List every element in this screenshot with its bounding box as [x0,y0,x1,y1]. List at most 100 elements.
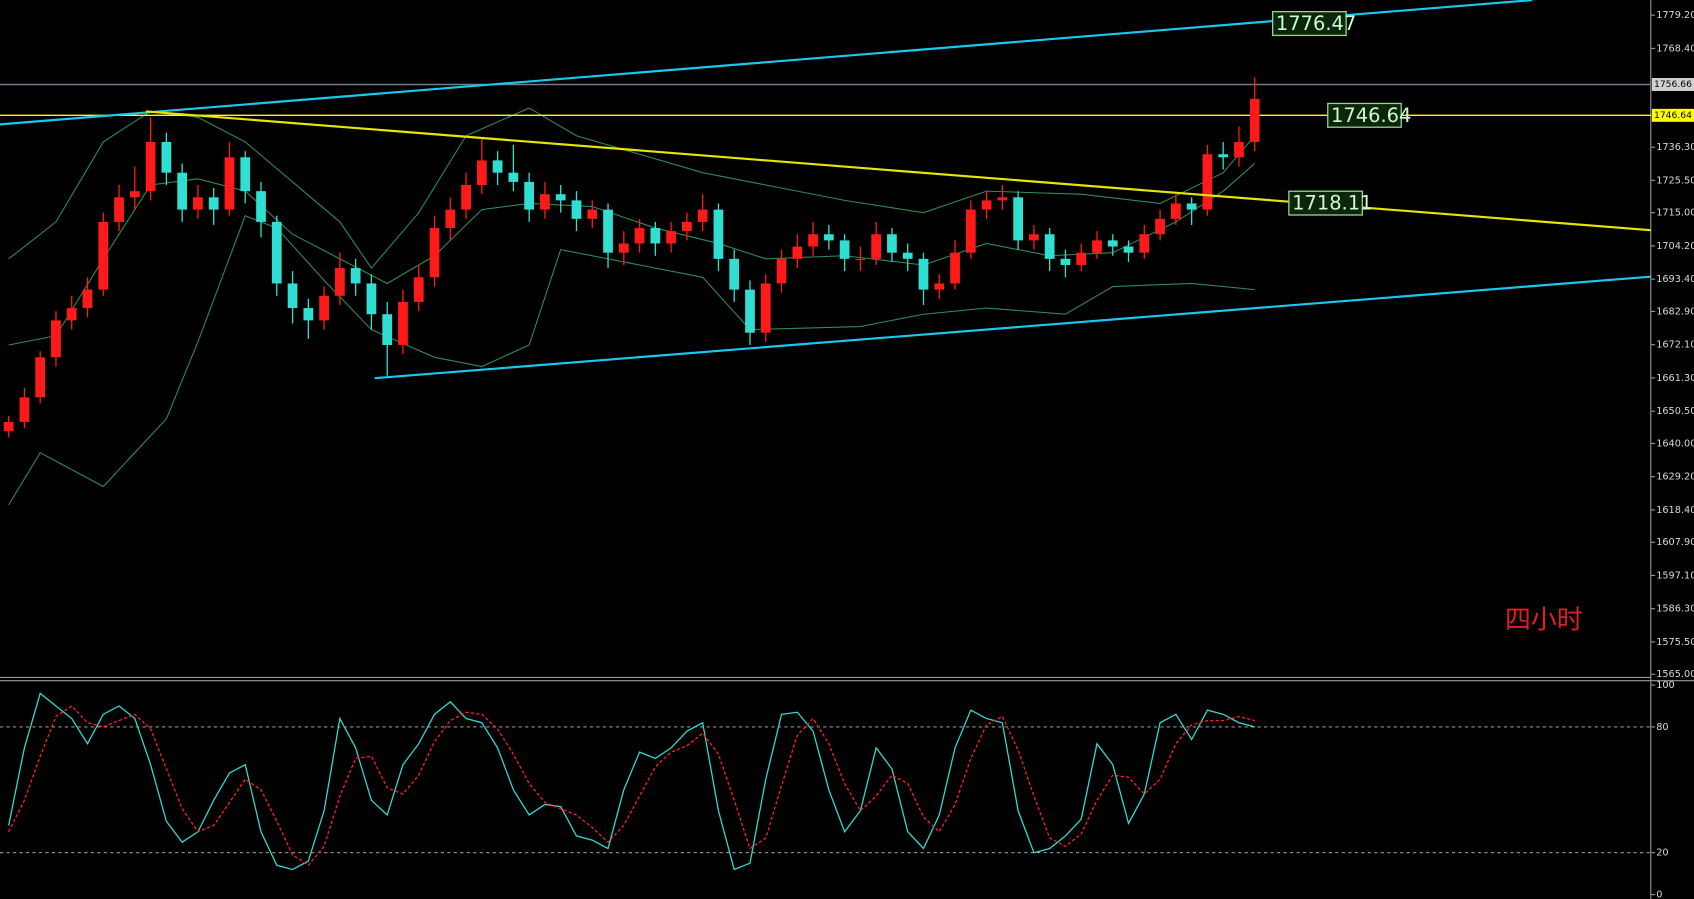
y-tick-label: 0 [1656,890,1662,899]
candle-body [287,283,298,309]
y-tick-label: 80 [1656,722,1668,733]
y-tick-label: 1575.50 [1656,637,1694,648]
price-label-box [1288,190,1363,216]
y-tick-label: 1661.30 [1656,373,1694,384]
price-tag [1651,108,1694,122]
candle-body [335,268,345,296]
candle-body [965,209,976,253]
y-tick-label: 1693.40 [1656,274,1694,285]
candle-body [792,246,803,259]
candle-body [461,184,471,210]
trendline [145,110,1651,232]
candle-body [1044,234,1055,259]
candle-body [161,141,172,173]
y-tick-label: 1704.20 [1656,241,1694,252]
candle-body [177,172,188,210]
stochastic-line [8,705,1255,867]
candle-body [1234,141,1244,158]
y-tick-label: 1768.40 [1656,43,1694,54]
candle-body [82,289,93,309]
y-tick-label: 1672.10 [1656,340,1694,351]
y-tick-label: 1736.30 [1656,142,1694,153]
y-tick-label: 1682.90 [1656,306,1694,317]
price-label-box [1272,11,1347,37]
candle-body [1170,203,1181,219]
candle-body [508,172,519,182]
candle-body [776,258,787,284]
candle-body [1060,258,1071,265]
candle-body [540,194,550,210]
y-tick-label: 1586.30 [1656,604,1694,615]
candle-body [35,357,46,398]
candle-body [603,209,613,253]
candle-body [587,209,598,219]
y-tick-label: 1618.40 [1656,505,1694,516]
candle-body [823,234,834,241]
trendline [374,275,1651,380]
candle-body [1218,154,1229,158]
stochastic-line [8,692,1255,871]
candle-body [271,221,282,284]
candle-body [319,295,329,321]
y-tick-label: 1565.00 [1656,669,1694,680]
candle-body [1249,98,1260,142]
candle-body [713,209,724,259]
candle-body [729,258,740,290]
candle-body [555,194,566,201]
candle-body [1092,240,1102,253]
timeframe-note: 四小时 [1505,605,1583,634]
candle-body [193,197,203,210]
y-tick-label: 1640.00 [1656,438,1694,449]
candle-body [934,283,945,290]
price-label: 1746.64 [1331,104,1411,127]
candle-body [3,421,14,432]
candle-body [51,320,61,358]
candle-body [1076,252,1087,265]
candle-body [697,209,708,222]
candle-body [1139,234,1150,253]
candle-body [429,228,440,278]
candle-body [224,157,235,210]
candle-body [256,191,266,222]
price-label: 1776.47 [1276,12,1356,35]
candle-body [918,258,929,290]
candle-body [1186,203,1197,210]
y-tick-label: 100 [1656,680,1675,691]
candle-body [19,397,30,422]
candle-body [1155,218,1165,235]
candle-body [571,200,582,219]
candle-body [398,301,408,345]
candle-body [634,228,645,244]
candle-body [98,221,109,290]
candle-body [208,197,219,210]
candle-body [1202,154,1213,210]
price-tag-label: 1746.64 [1654,110,1692,121]
candle-body [997,197,1008,201]
candle-body [871,234,882,259]
price-label-box [1327,102,1402,128]
candle-body [476,160,487,185]
candle-body [492,160,503,173]
candle-body [524,181,535,210]
y-tick-label: 1779.20 [1656,10,1694,21]
y-tick-label: 1725.50 [1656,175,1694,186]
candle-body [114,197,124,222]
candle-body [950,252,960,284]
y-tick-label: 1715.00 [1656,208,1694,219]
candle-body [1107,240,1118,247]
y-tick-label: 1607.90 [1656,537,1694,548]
price-tag [1651,78,1694,91]
candle-body [445,209,456,229]
candle-body [129,191,140,198]
price-label: 1718.11 [1292,192,1372,215]
candle-body [1123,246,1134,253]
price-tag-label: 1756.66 [1654,79,1692,90]
candle-body [366,283,377,315]
candle-body [981,200,992,210]
candle-body [666,231,676,244]
y-tick-label: 20 [1656,848,1668,859]
bollinger-band [8,215,1255,506]
y-tick-label: 1629.20 [1656,472,1694,483]
